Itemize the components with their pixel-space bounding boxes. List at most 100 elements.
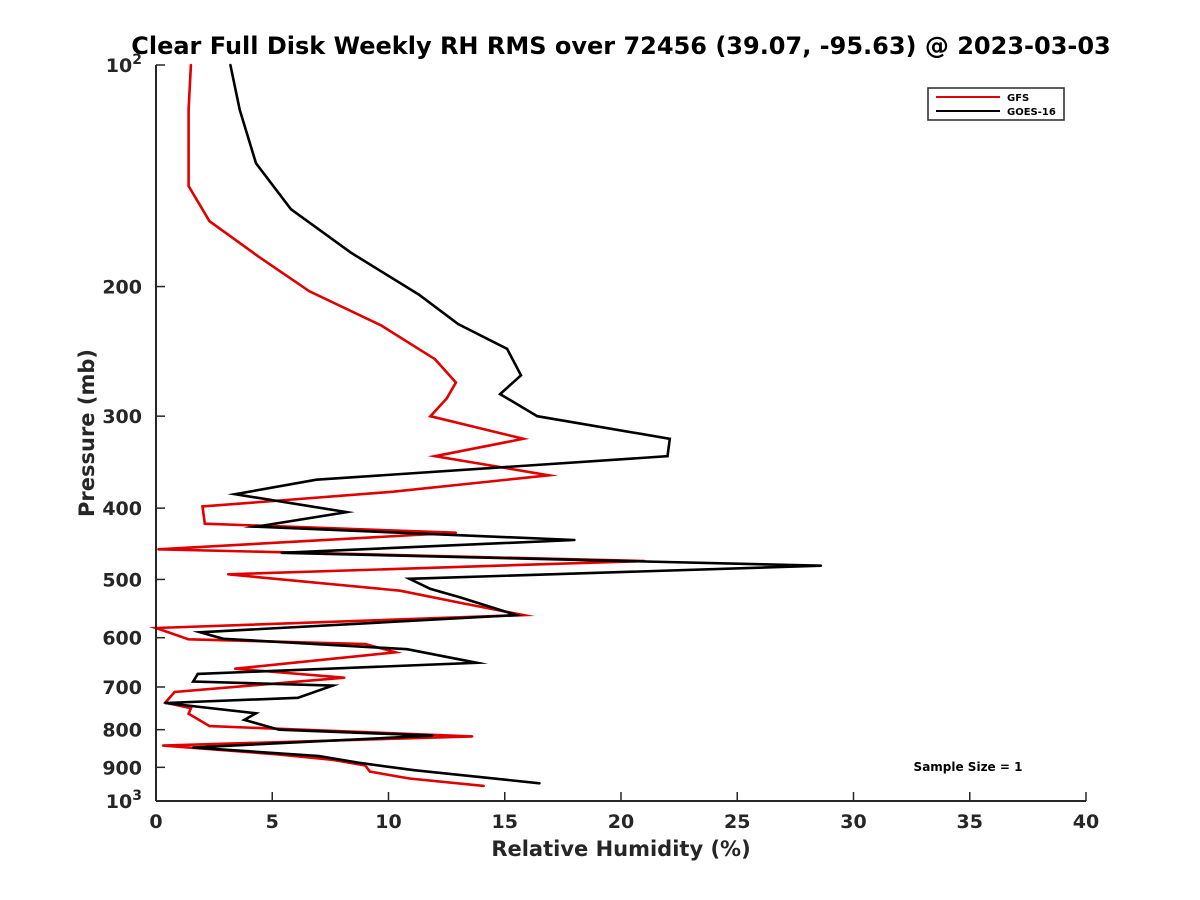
y-tick-label: 800 [102, 720, 142, 742]
data-point-gfs [157, 548, 160, 551]
series-line-gfs [148, 64, 645, 788]
data-point-goes16 [573, 538, 576, 542]
x-tick-label: 30 [840, 811, 866, 833]
data-point-gfs [368, 770, 372, 773]
data-point-goes16 [254, 712, 258, 715]
data-point-gfs [173, 690, 176, 694]
data-point-gfs [433, 455, 437, 458]
x-tick-label: 15 [492, 811, 518, 833]
x-tick-label: 10 [375, 811, 401, 833]
y-tick-label: 102 [106, 52, 142, 77]
data-point-gfs [187, 638, 190, 641]
data-point-goes16 [254, 525, 258, 528]
data-point-goes16 [457, 323, 460, 326]
data-point-goes16 [519, 374, 523, 377]
x-tick-label: 25 [724, 811, 750, 833]
chart-title: Clear Full Disk Weekly RH RMS over 72456… [131, 32, 1111, 60]
data-point-goes16 [417, 293, 420, 296]
data-point-goes16 [429, 587, 432, 591]
data-point-gfs [547, 474, 551, 477]
data-point-goes16 [192, 680, 195, 683]
data-point-gfs [429, 415, 432, 418]
data-point-gfs [522, 613, 525, 617]
data-point-goes16 [819, 564, 823, 567]
data-point-gfs [208, 724, 211, 728]
data-point-goes16 [405, 648, 409, 651]
data-point-gfs [308, 290, 311, 293]
data-point-gfs [161, 744, 165, 747]
data-point-goes16 [538, 782, 541, 785]
data-point-gfs [433, 358, 437, 361]
data-point-goes16 [666, 455, 669, 458]
data-point-goes16 [515, 613, 518, 617]
x-tick-label: 20 [608, 811, 634, 833]
y-axis-label: Pressure (mb) [75, 349, 99, 517]
data-point-goes16 [296, 696, 299, 699]
data-point-goes16 [408, 577, 411, 580]
y-tick-label: 400 [102, 498, 142, 520]
data-point-gfs [233, 667, 237, 670]
data-point-goes16 [315, 478, 318, 481]
data-point-gfs [380, 324, 383, 327]
x-tick-label: 0 [149, 811, 162, 833]
data-point-gfs [208, 220, 211, 223]
data-point-gfs [187, 712, 190, 715]
data-point-goes16 [192, 746, 195, 749]
data-point-gfs [445, 397, 448, 400]
x-tick-label: 40 [1073, 811, 1099, 833]
data-point-goes16 [199, 631, 202, 634]
data-point-goes16 [278, 728, 281, 731]
x-tick-label: 5 [266, 811, 279, 833]
data-point-goes16 [164, 701, 167, 705]
data-point-goes16 [289, 208, 293, 211]
data-point-goes16 [229, 63, 232, 67]
x-axis-label: Relative Humidity (%) [491, 837, 750, 861]
data-point-gfs [482, 784, 485, 788]
data-point-gfs [187, 108, 190, 111]
y-axis-ticks: 102 200 300 400 500 600 700 800 900 103 [102, 52, 165, 813]
data-point-gfs [364, 642, 367, 646]
data-point-goes16 [505, 347, 509, 350]
data-point-gfs [459, 601, 462, 605]
y-tick-label: 300 [102, 406, 142, 428]
series-layer [148, 63, 823, 788]
data-point-goes16 [233, 493, 237, 496]
data-point-goes16 [412, 769, 416, 772]
legend-label-goes16: GOES-16 [1007, 107, 1056, 118]
data-point-goes16 [222, 637, 225, 640]
sample-size-annotation: Sample Size = 1 [914, 760, 1023, 774]
series-line-goes16 [165, 64, 822, 785]
plot-area [156, 65, 1086, 801]
x-axis-ticks: 0 5 10 15 20 25 30 35 40 [149, 792, 1099, 833]
data-point-gfs [201, 505, 204, 508]
data-point-goes16 [668, 437, 671, 440]
legend-label-gfs: GFS [1007, 93, 1029, 104]
data-point-gfs [343, 676, 346, 679]
data-point-goes16 [431, 734, 434, 737]
data-point-goes16 [243, 718, 246, 722]
data-point-gfs [408, 777, 411, 780]
y-tick-label: 600 [102, 628, 142, 650]
data-point-goes16 [357, 761, 360, 764]
data-point-goes16 [345, 510, 348, 514]
y-tick-label: 103 [106, 788, 142, 813]
data-point-goes16 [350, 251, 353, 255]
data-point-goes16 [475, 661, 479, 664]
data-point-gfs [257, 255, 260, 258]
legend: GFS GOES-16 [927, 87, 1065, 121]
data-point-gfs [398, 589, 402, 592]
x-tick-label: 35 [957, 811, 983, 833]
data-point-goes16 [459, 596, 462, 599]
data-point-gfs [454, 381, 458, 384]
data-point-gfs [187, 184, 190, 188]
data-point-goes16 [254, 162, 258, 165]
data-point-goes16 [331, 684, 334, 687]
y-tick-label: 500 [102, 569, 142, 591]
data-point-gfs [471, 735, 474, 738]
data-point-goes16 [536, 415, 539, 418]
data-point-gfs [454, 531, 458, 534]
data-point-gfs [189, 707, 193, 710]
data-point-gfs [391, 490, 395, 493]
data-point-gfs [203, 522, 206, 525]
